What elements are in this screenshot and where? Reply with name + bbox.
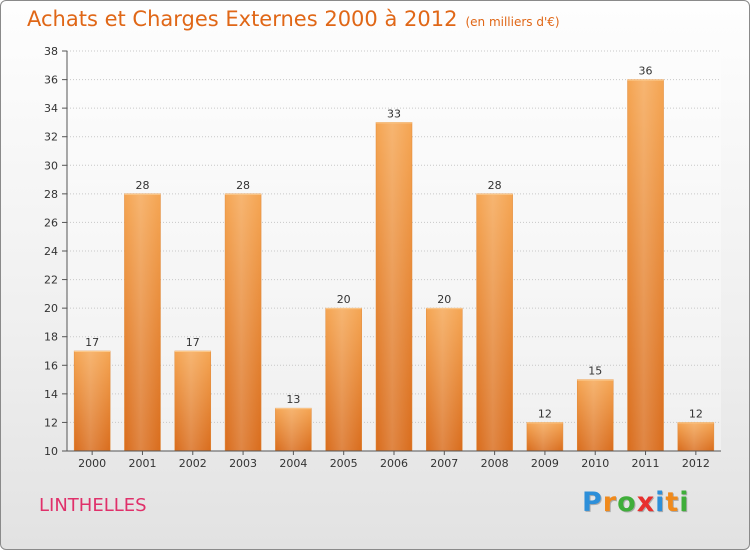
y-tick-label: 18 — [44, 331, 58, 344]
y-tick-label: 28 — [44, 188, 58, 201]
x-tick-label: 2006 — [380, 457, 408, 470]
x-tick-label: 2000 — [78, 457, 106, 470]
x-tick-label: 2008 — [481, 457, 509, 470]
x-tick-label: 2005 — [330, 457, 358, 470]
chart-title: Achats et Charges Externes 2000 à 2012 (e… — [27, 7, 560, 31]
chart-title-text: Achats et Charges Externes 2000 à 2012 — [27, 7, 458, 31]
bar-highlight — [526, 422, 563, 451]
bar-highlight — [476, 193, 513, 451]
y-tick-label: 16 — [44, 359, 58, 372]
y-tick-label: 10 — [44, 445, 58, 458]
y-tick-label: 34 — [44, 102, 58, 115]
value-label: 20 — [437, 293, 451, 306]
value-label: 28 — [135, 179, 149, 192]
logo-letter: o — [617, 487, 637, 518]
x-tick-label: 2003 — [229, 457, 257, 470]
y-tick-label: 38 — [44, 45, 58, 58]
value-label: 33 — [387, 107, 401, 120]
commune-name: LINTHELLES — [39, 495, 147, 516]
y-tick-label: 24 — [44, 245, 58, 258]
logo-letter: x — [636, 487, 656, 518]
value-label: 36 — [639, 65, 653, 78]
bar-highlight — [577, 379, 614, 451]
y-tick-label: 26 — [44, 216, 58, 229]
value-label: 28 — [488, 179, 502, 192]
x-tick-label: 2002 — [179, 457, 207, 470]
bar-highlight — [677, 422, 714, 451]
bar-highlight — [275, 408, 312, 451]
value-label: 17 — [186, 336, 200, 349]
value-label: 15 — [588, 365, 602, 378]
bar-highlight — [174, 351, 211, 451]
logo-letter: P — [582, 487, 603, 518]
value-label: 13 — [286, 393, 300, 406]
bar-highlight — [225, 193, 262, 451]
value-label: 20 — [337, 293, 351, 306]
x-tick-label: 2009 — [531, 457, 559, 470]
value-label: 28 — [236, 179, 250, 192]
y-tick-label: 32 — [44, 131, 58, 144]
y-tick-label: 36 — [44, 74, 58, 87]
bar-highlight — [627, 79, 664, 452]
bar-highlight — [376, 122, 412, 451]
x-tick-label: 2007 — [430, 457, 458, 470]
y-tick-label: 14 — [44, 388, 58, 401]
chart-unit-label: (en milliers d'€) — [465, 15, 560, 29]
value-label: 12 — [538, 407, 552, 420]
x-tick-label: 2004 — [279, 457, 307, 470]
logo-letter: r — [602, 487, 618, 518]
x-tick-label: 2001 — [128, 457, 156, 470]
y-tick-label: 22 — [44, 274, 58, 287]
logo-letter: i — [679, 487, 690, 518]
bar-highlight — [74, 351, 111, 451]
y-tick-label: 20 — [44, 302, 58, 315]
y-tick-label: 30 — [44, 159, 58, 172]
x-tick-label: 2010 — [581, 457, 609, 470]
logo-letter: t — [665, 487, 680, 518]
x-tick-label: 2011 — [632, 457, 660, 470]
proxiti-logo: Proxiti — [582, 487, 690, 518]
bar-highlight — [426, 308, 463, 451]
y-tick-label: 12 — [44, 416, 58, 429]
value-label: 17 — [85, 336, 99, 349]
logo-letter: i — [655, 487, 666, 518]
bar-highlight — [325, 308, 362, 451]
bar-highlight — [124, 193, 161, 451]
x-tick-label: 2012 — [682, 457, 710, 470]
value-label: 12 — [689, 407, 703, 420]
